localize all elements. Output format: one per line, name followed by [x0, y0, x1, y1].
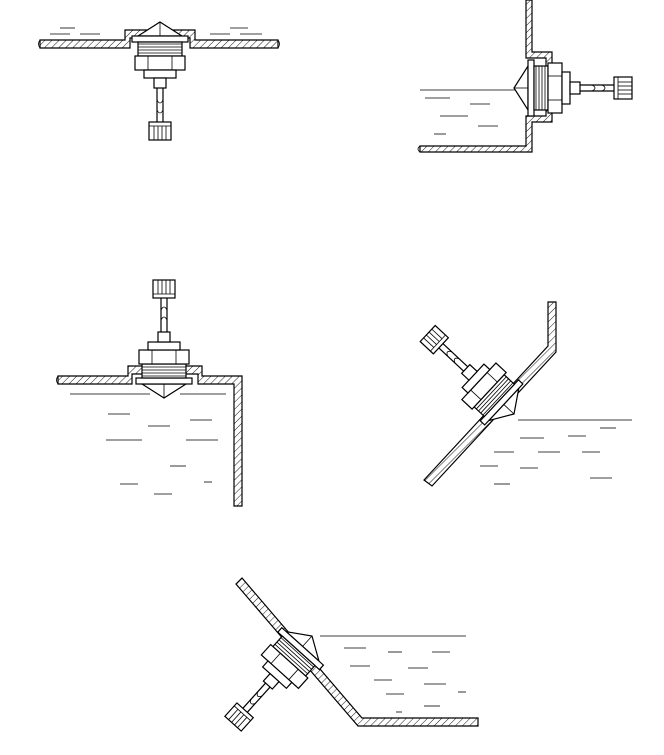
panel-inclined-mount-right — [408, 301, 632, 487]
panel-side-wall-mount — [417, 0, 633, 153]
panel-top-mount — [38, 21, 280, 141]
panel-top-corner-mount — [56, 279, 243, 507]
panel-inclined-mount-left — [211, 577, 479, 744]
